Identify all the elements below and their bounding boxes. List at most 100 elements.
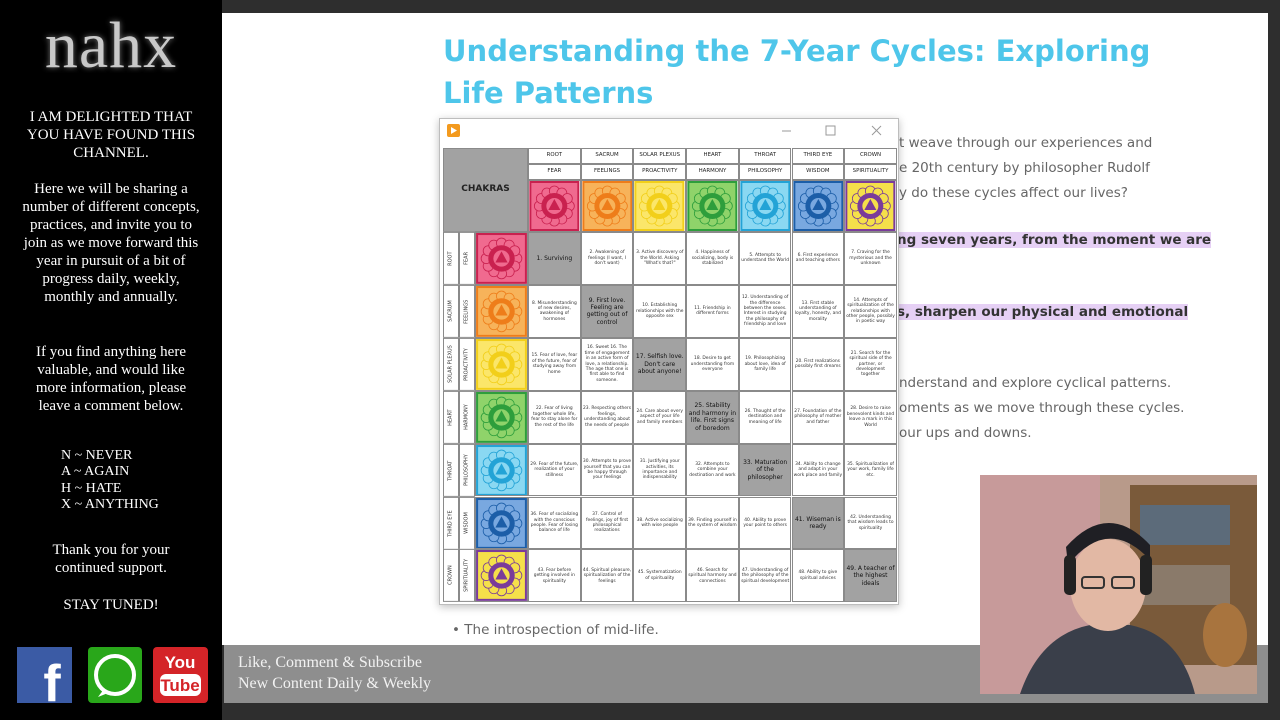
quality-header: FEAR [528, 164, 581, 180]
article-text: our ups and downs. [899, 425, 1032, 441]
highlighted-text: s, sharpen our physical and emotional [897, 304, 1189, 320]
headphones [1140, 555, 1152, 595]
chakra-symbol [476, 233, 527, 284]
row-chakra-label: SOLAR PLEXUS [443, 337, 459, 391]
bullet-item: • The introspection of mid-life. [452, 622, 659, 638]
chakra-symbol [476, 391, 527, 443]
cycle-cell: 31. Justifying your activities, its impo… [633, 443, 687, 497]
youtube-text: Tube [160, 676, 199, 695]
cycle-cell: 1. Surviving [528, 232, 581, 285]
cycle-cell: 25. Stability and harmony in life. First… [686, 390, 739, 444]
cycle-cell: 30. Attempts to prove yourself that you … [580, 443, 634, 497]
chakra-header: ROOT [528, 148, 581, 164]
cycle-cell: 20. First realizations possibly first dr… [791, 337, 845, 391]
chakra-symbol [476, 338, 527, 390]
cycle-cell: 2. Awakening of feelings (I want, I don'… [580, 232, 634, 285]
chakra-symbol [476, 285, 527, 337]
cycle-cell: 10. Establishing relationships with the … [633, 284, 687, 338]
row-chakra-icon [475, 232, 528, 285]
maximize-button[interactable] [825, 125, 836, 136]
thanks-text: Thank you for your continued support. [52, 542, 170, 576]
cycle-cell: 39. Finding yourself in the system of wi… [686, 496, 739, 550]
cycle-cell: 43. Fear before getting involved in spir… [528, 549, 581, 603]
cycle-cell: 21. Search for the spiritual side of the… [844, 337, 897, 391]
whatsapp-glyph [94, 654, 136, 696]
shelf-items [1140, 565, 1230, 605]
cycle-cell: 14. Attempts of spiritualization of the … [844, 284, 897, 338]
webcam-feed [980, 475, 1257, 694]
facebook-icon[interactable] [17, 647, 72, 703]
cycle-cell: 44. Spiritual pleasure, spiritualization… [580, 549, 634, 603]
cycle-cell: 24. Care about every aspect of your life… [633, 390, 687, 444]
youtube-text: You [165, 653, 196, 672]
chakra-table: CHAKRAS ROOT FEAR SACRUM FEELINGS SOLAR PLE… [440, 119, 898, 604]
article-title: Understanding the 7-Year Cycles: Explori… [443, 34, 1151, 110]
chakra-symbol [687, 181, 738, 231]
row-chakra-label: CROWN [443, 549, 459, 603]
row-chakra-icon [475, 549, 528, 603]
whatsapp-glyph [98, 689, 108, 697]
cycle-cell: 26. Thought of the destination and meani… [738, 390, 792, 444]
cycle-cell: 45. Systematization of spirituality [633, 549, 687, 603]
cycle-cell: 47. Understanding of the philosophy of t… [738, 549, 792, 603]
intro-text: I AM DELIGHTED THAT YOU HAVE FOUND THIS … [26, 109, 196, 161]
app-icon-glyph [451, 127, 457, 134]
chakra-header: HEART [686, 148, 739, 164]
cycle-cell: 46. Search for spiritual harmony and con… [686, 549, 739, 603]
acronym-item: N ~ NEVER [61, 448, 133, 463]
cycle-cell: 41. Wiseman is ready [791, 496, 845, 550]
cycle-cell: 23. Respecting others feelings, understa… [580, 390, 634, 444]
cycle-cell: 33. Maturation of the philosopher [738, 443, 792, 497]
quality-header: SPIRITUALITY [844, 164, 897, 180]
row-chakra-icon [475, 337, 528, 391]
cycle-cell: 6. First experience and teaching others [791, 232, 845, 285]
quality-header: PHILOSOPHY [738, 164, 792, 180]
cycle-cell: 34. Ability to change and adapt in your … [791, 443, 845, 497]
person-cap [1066, 522, 1150, 565]
chakra-icon [686, 180, 739, 232]
chakra-icon [791, 180, 845, 232]
acronym-item: X ~ ANYTHING [61, 496, 159, 512]
cycle-cell: 3. Active discovery of the World. Asking… [633, 232, 687, 285]
cycle-cell: 28. Desire to raise benevolent kinds and… [844, 390, 897, 444]
person-face [1070, 539, 1146, 631]
cycle-cell: 22. Fear of living together whole life, … [528, 390, 581, 444]
chakra-icon [633, 180, 687, 232]
cycle-cell: 42. Understanding that wisdom leads to s… [844, 496, 897, 550]
headphones [1064, 555, 1076, 595]
row-chakra-label: THROAT [443, 443, 459, 497]
article-text: t weave through our experiences and [899, 135, 1153, 151]
footer-line: Like, Comment & Subscribe [238, 654, 422, 671]
cycle-cell: 17. Selfish love. Don't care about anyon… [633, 337, 687, 391]
chakra-header: THIRD EYE [791, 148, 845, 164]
cycle-cell: 37. Control of feelings, joy of first ph… [580, 496, 634, 550]
youtube-tube-box [160, 674, 201, 696]
row-chakra-label: SACRUM [443, 284, 459, 338]
cycle-cell: 9. First love. Feeling are getting out o… [580, 284, 634, 338]
chakra-icon [528, 180, 581, 232]
close-button[interactable] [871, 125, 882, 136]
closing-text: STAY TUNED! [63, 597, 159, 613]
row-quality-label: SPIRITUALITY [459, 549, 475, 603]
chakra-icon [738, 180, 792, 232]
cycle-cell: 40. Ability to prove your point to other… [738, 496, 792, 550]
row-quality-label: WISDOM [459, 496, 475, 550]
cycle-cell: 8. Misunderstanding of new desires, awak… [528, 284, 581, 338]
shelf-items [1140, 505, 1230, 545]
cycle-cell: 35. Spiritualization of your work, famil… [844, 443, 897, 497]
chakra-symbol [845, 181, 896, 231]
article-text: y do these cycles affect our lives? [899, 185, 1128, 201]
intro-text: If you find anything here valuable, and … [35, 344, 187, 414]
cycle-cell: 32. Attempts to combine your destination… [686, 443, 739, 497]
cycle-cell: 13. First stable understanding of loyalt… [791, 284, 845, 338]
highlighted-text: ng seven years, from the moment we are [897, 232, 1212, 248]
chakra-symbol [582, 181, 633, 231]
acronym-item: A ~ AGAIN [61, 464, 130, 480]
row-quality-label: FEAR [459, 232, 475, 285]
cycle-cell: 7. Craving for the mysterious and the un… [844, 232, 897, 285]
social-icons: f You Tube [17, 647, 208, 705]
article-text: oments as we move through these cycles. [899, 400, 1185, 416]
chakra-header: SACRUM [580, 148, 634, 164]
quality-header: FEELINGS [580, 164, 634, 180]
